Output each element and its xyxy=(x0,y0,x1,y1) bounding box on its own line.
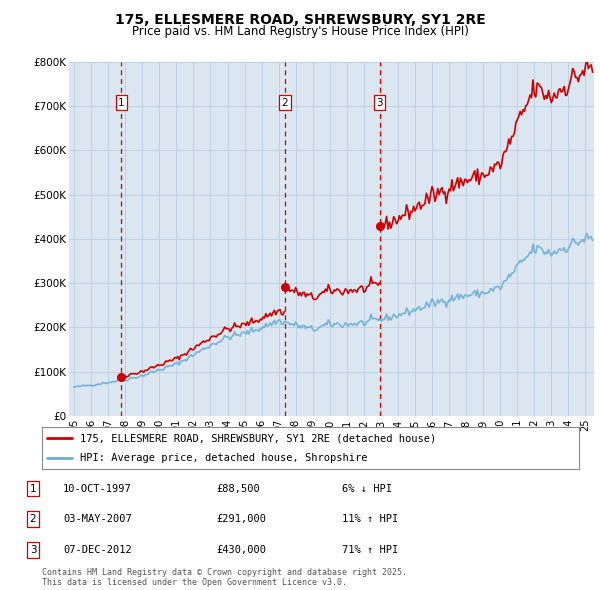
Text: 11% ↑ HPI: 11% ↑ HPI xyxy=(342,514,398,524)
Text: 3: 3 xyxy=(376,98,383,107)
Text: Contains HM Land Registry data © Crown copyright and database right 2025.
This d: Contains HM Land Registry data © Crown c… xyxy=(42,568,407,587)
Text: 175, ELLESMERE ROAD, SHREWSBURY, SY1 2RE: 175, ELLESMERE ROAD, SHREWSBURY, SY1 2RE xyxy=(115,13,485,27)
Text: 1: 1 xyxy=(118,98,125,107)
Text: 71% ↑ HPI: 71% ↑ HPI xyxy=(342,545,398,555)
Text: £430,000: £430,000 xyxy=(216,545,266,555)
Text: 6% ↓ HPI: 6% ↓ HPI xyxy=(342,484,392,493)
Text: Price paid vs. HM Land Registry's House Price Index (HPI): Price paid vs. HM Land Registry's House … xyxy=(131,25,469,38)
Text: 07-DEC-2012: 07-DEC-2012 xyxy=(63,545,132,555)
Text: HPI: Average price, detached house, Shropshire: HPI: Average price, detached house, Shro… xyxy=(80,454,367,463)
Text: £291,000: £291,000 xyxy=(216,514,266,524)
Text: 2: 2 xyxy=(29,514,37,524)
Text: £88,500: £88,500 xyxy=(216,484,260,493)
Text: 1: 1 xyxy=(29,484,37,493)
Text: 2: 2 xyxy=(281,98,288,107)
Text: 175, ELLESMERE ROAD, SHREWSBURY, SY1 2RE (detached house): 175, ELLESMERE ROAD, SHREWSBURY, SY1 2RE… xyxy=(80,433,436,443)
Text: 10-OCT-1997: 10-OCT-1997 xyxy=(63,484,132,493)
Text: 03-MAY-2007: 03-MAY-2007 xyxy=(63,514,132,524)
Text: 3: 3 xyxy=(29,545,37,555)
